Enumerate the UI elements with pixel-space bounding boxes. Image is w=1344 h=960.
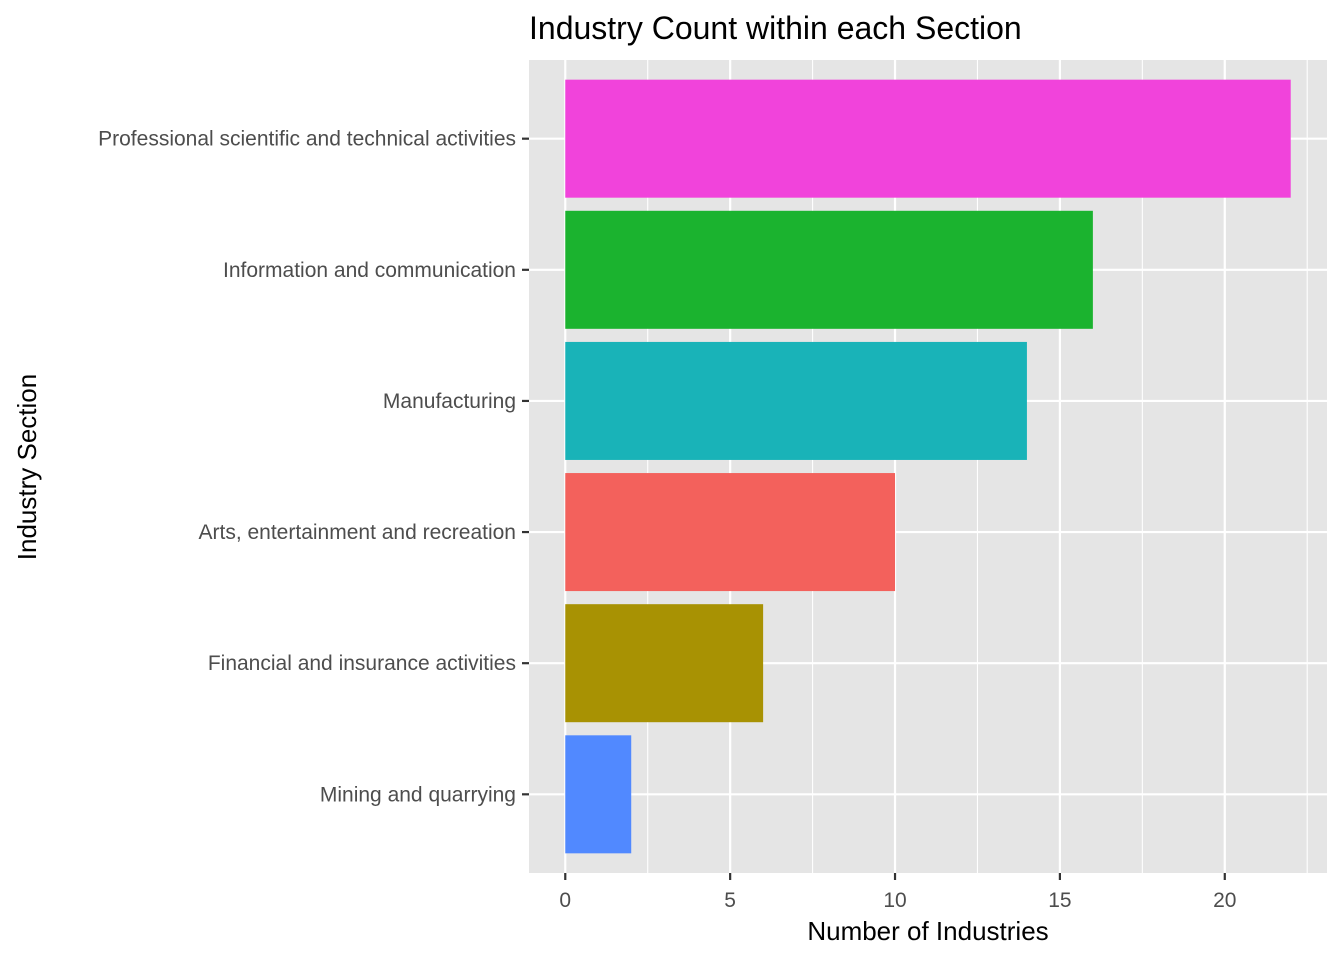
x-axis-title: Number of Industries <box>807 916 1048 946</box>
x-tick-label: 20 <box>1213 889 1236 912</box>
bar <box>565 210 1093 329</box>
bar <box>565 735 632 854</box>
bars <box>565 79 1291 854</box>
y-tick-label: Professional scientific and technical ac… <box>98 128 516 151</box>
y-axis-title: Industry Section <box>12 374 42 560</box>
y-axis: Professional scientific and technical ac… <box>98 128 529 806</box>
y-tick-label: Financial and insurance activities <box>208 652 516 675</box>
bar <box>565 341 1027 460</box>
bar <box>565 473 896 592</box>
x-axis: 0 5 10 15 20 <box>559 873 1236 912</box>
y-tick-label: Information and communication <box>223 259 516 282</box>
chart-title: Industry Count within each Section <box>529 10 1022 46</box>
y-tick-label: Mining and quarrying <box>320 783 516 806</box>
bar <box>565 79 1291 198</box>
x-tick-label: 5 <box>724 889 736 912</box>
x-tick-label: 0 <box>559 889 571 912</box>
y-tick-label: Manufacturing <box>383 390 516 413</box>
x-tick-label: 15 <box>1048 889 1071 912</box>
y-tick-label: Arts, entertainment and recreation <box>198 521 516 544</box>
x-tick-label: 10 <box>883 889 906 912</box>
bar <box>565 604 764 723</box>
